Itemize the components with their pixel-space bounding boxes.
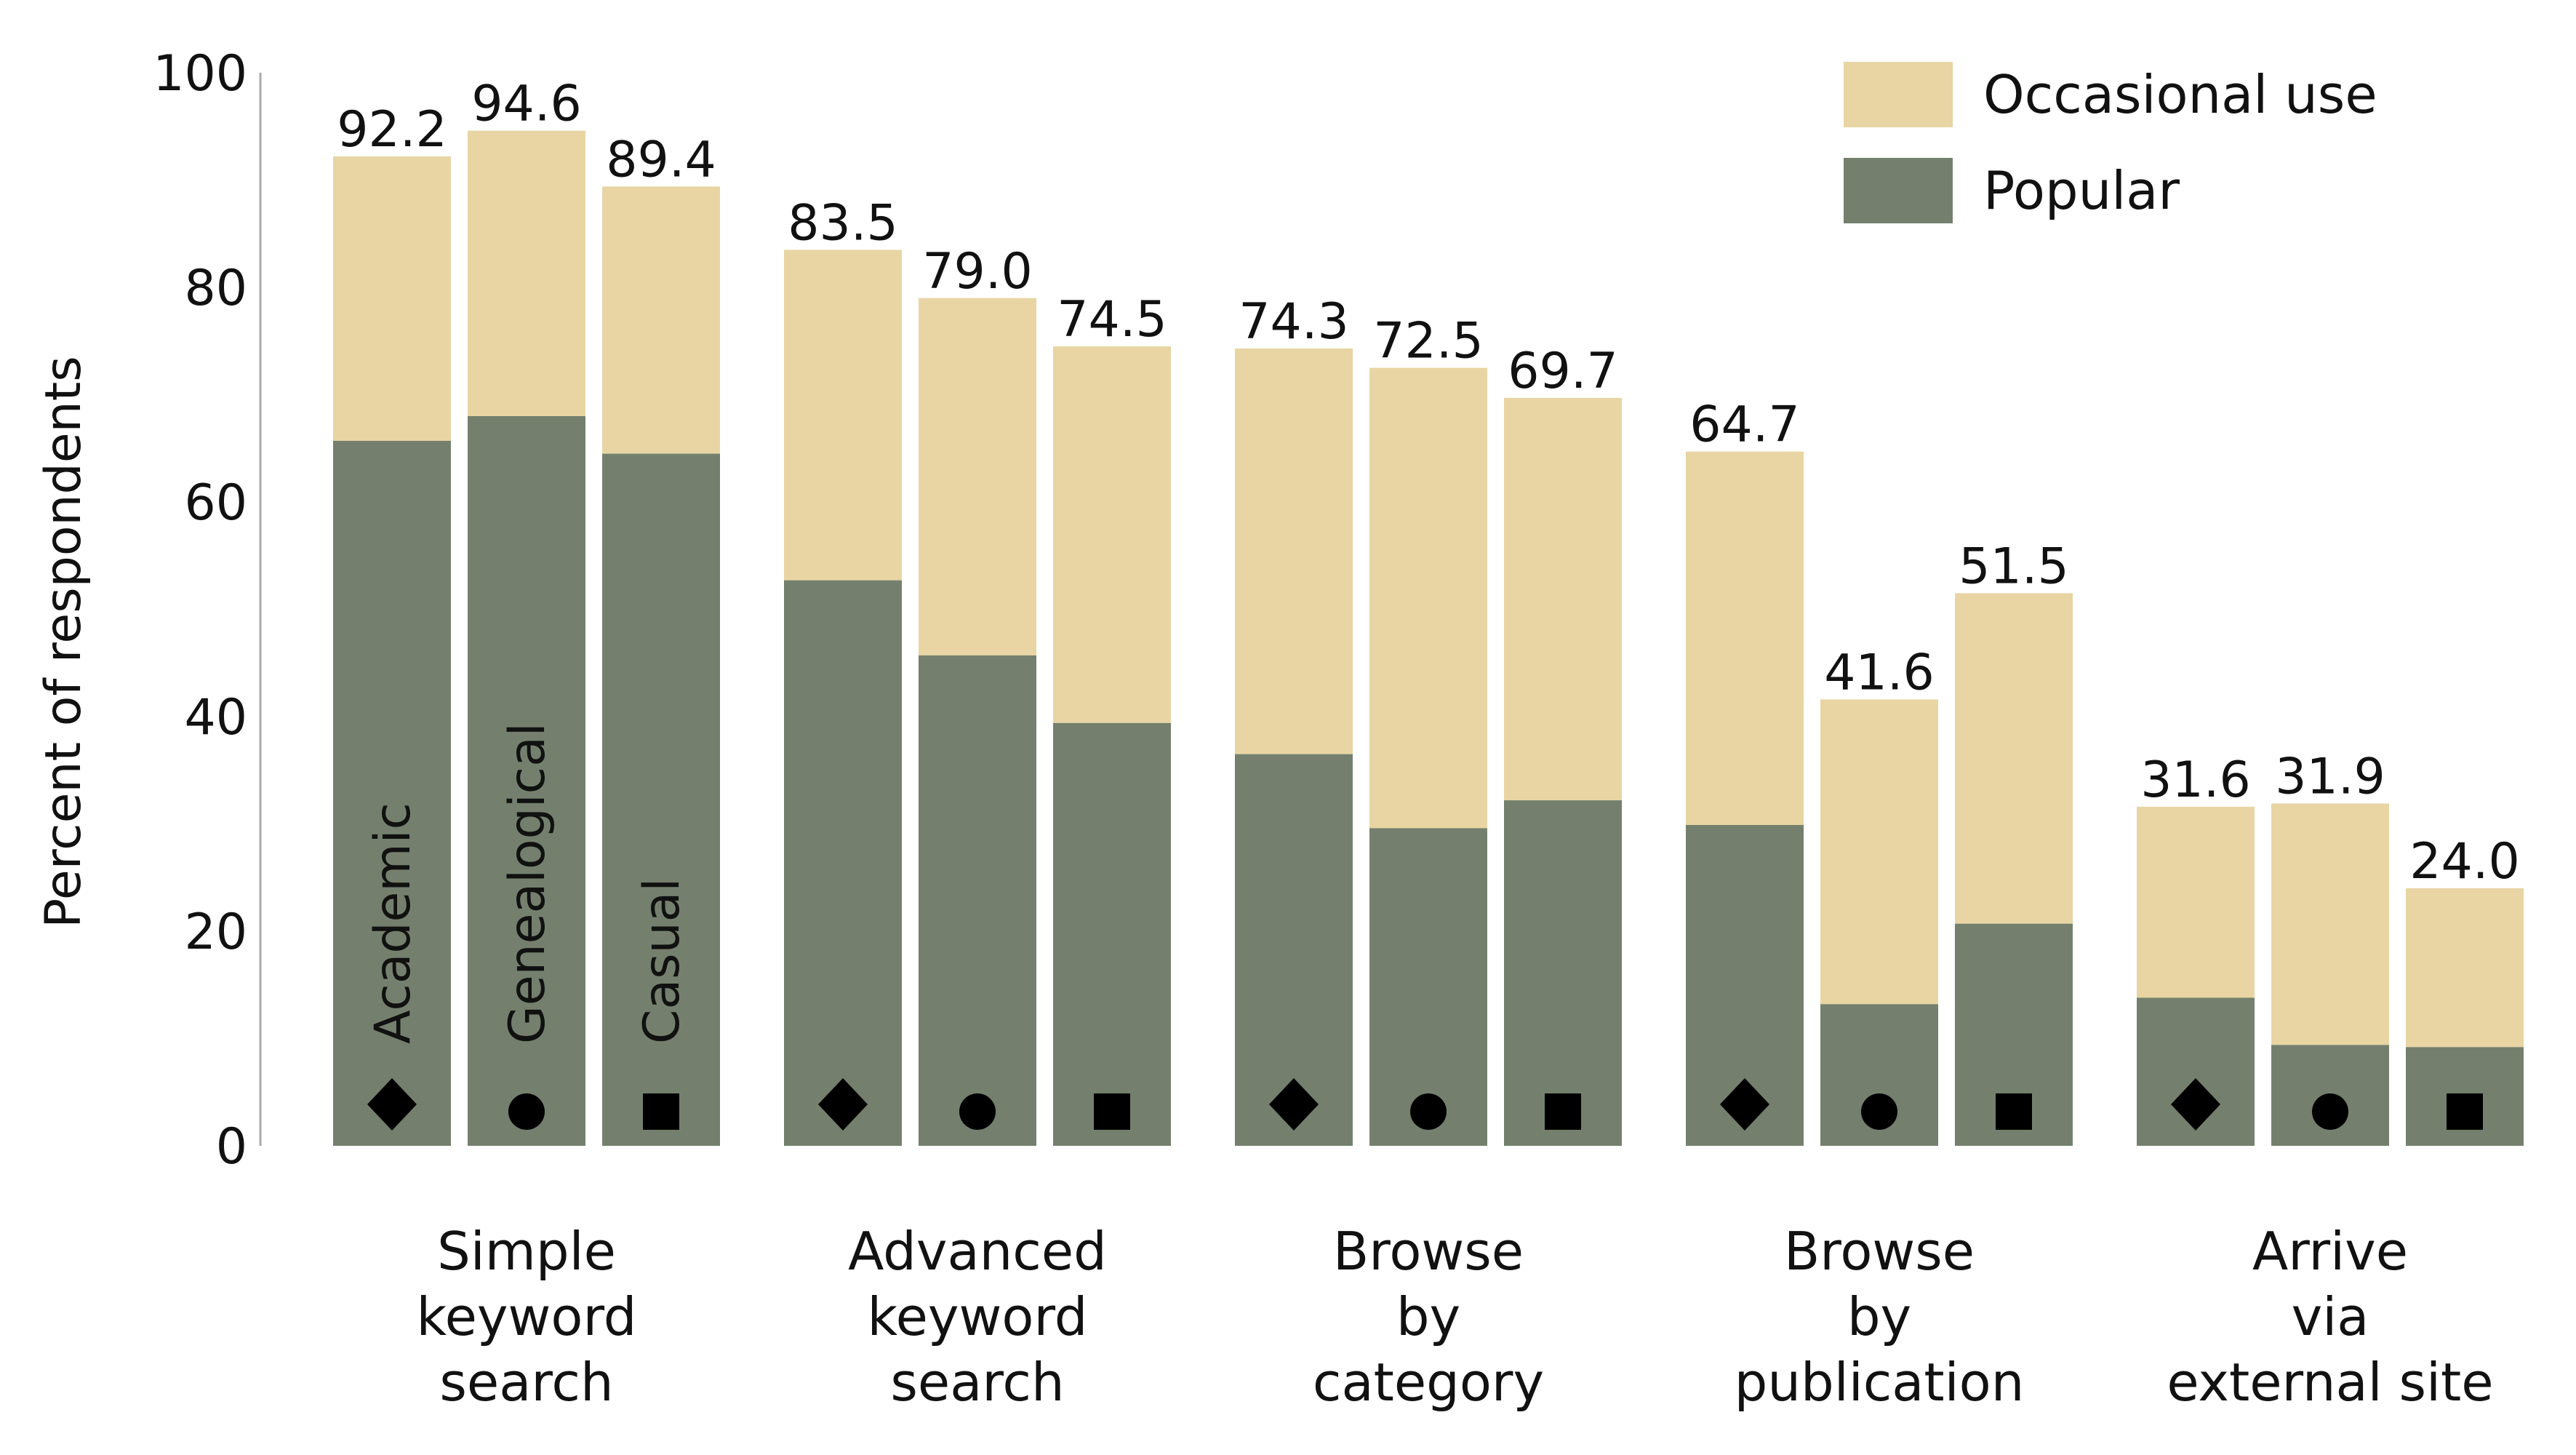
bar-occasional <box>1955 593 2073 924</box>
diamond-marker <box>2171 1078 2220 1131</box>
user-type-label: Genealogical <box>499 722 556 1044</box>
bar-occasional <box>1686 451 1804 825</box>
y-tick-label: 0 <box>216 1118 247 1176</box>
category-label-line: search <box>890 1352 1064 1413</box>
legend-label: Popular <box>1983 160 2180 221</box>
category-label-line: category <box>1313 1352 1544 1413</box>
diamond-marker <box>367 1078 417 1131</box>
bar-group <box>2137 803 2524 1146</box>
y-axis: 0 20 40 60 80 100 Percent of respondents <box>35 45 262 1176</box>
category-label-line: publication <box>1735 1352 2025 1413</box>
category-label-line: by <box>1847 1286 1911 1347</box>
category-label-line: Browse <box>1784 1221 1975 1282</box>
category-label-line: via <box>2292 1286 2369 1347</box>
bar-value-label: 92.2 <box>337 101 447 159</box>
y-tick-label: 20 <box>184 904 247 961</box>
category-label-line: keyword <box>416 1286 636 1347</box>
bar-occasional <box>784 250 902 581</box>
diamond-marker <box>1720 1078 1769 1131</box>
bar-occasional <box>602 186 720 454</box>
bar-value-label: 31.9 <box>2275 748 2385 805</box>
legend-label: Occasional use <box>1983 64 2377 125</box>
bar-value-label: 74.3 <box>1239 293 1348 351</box>
bar-popular <box>1053 722 1171 1146</box>
y-axis-title: Percent of respondents <box>35 356 92 928</box>
category-label-line: Browse <box>1333 1221 1524 1282</box>
bar-value-label: 69.7 <box>1508 343 1617 400</box>
category-label-line: by <box>1396 1286 1460 1347</box>
bar-value-label: 94.6 <box>471 76 581 133</box>
bar-popular <box>784 580 902 1146</box>
bar-group <box>1686 451 2073 1146</box>
category-label-line: search <box>439 1352 613 1413</box>
legend: Occasional use Popular <box>1844 62 2377 223</box>
bar-value-label: 31.6 <box>2140 752 2250 809</box>
category-label: Browse by publication <box>1735 1221 2025 1413</box>
circle-marker <box>508 1093 545 1130</box>
bar-value-label: 74.5 <box>1057 291 1167 348</box>
bars <box>333 130 2524 1146</box>
category-label-line: Arrive <box>2252 1221 2408 1282</box>
bar-occasional <box>1053 346 1171 723</box>
category-label-line: Advanced <box>848 1221 1107 1282</box>
category-label: Advanced keyword search <box>848 1221 1107 1413</box>
bar-popular <box>1369 828 1487 1146</box>
bar-popular <box>333 440 451 1146</box>
bar-value-label: 64.7 <box>1689 396 1799 454</box>
category-label: Browse by category <box>1313 1221 1544 1413</box>
bar-occasional <box>1504 397 1622 801</box>
bar-value-label: 79.0 <box>922 243 1032 300</box>
bar-occasional <box>468 130 585 416</box>
bar-value-label: 41.6 <box>1824 644 1934 701</box>
bar-group <box>784 250 1171 1146</box>
bar-occasional <box>2406 888 2524 1048</box>
category-label-line: external site <box>2167 1352 2493 1413</box>
legend-swatch <box>1844 158 1953 223</box>
user-type-label: Academic <box>364 802 422 1044</box>
bar-value-label: 89.4 <box>606 131 716 188</box>
bar-value-label: 72.5 <box>1373 313 1483 370</box>
bar-occasional <box>2271 803 2389 1045</box>
bar-popular <box>602 453 720 1146</box>
y-tick-label: 100 <box>153 45 247 103</box>
bar-value-label: 51.5 <box>1959 538 2068 595</box>
diamond-marker <box>818 1078 868 1131</box>
square-marker <box>1996 1093 2032 1130</box>
bar-value-label: 83.5 <box>788 194 897 252</box>
circle-marker <box>1861 1093 1897 1130</box>
bar-occasional <box>1369 367 1487 829</box>
y-tick-label: 60 <box>184 474 247 532</box>
circle-marker <box>1410 1093 1447 1130</box>
y-tick-label: 80 <box>184 260 247 317</box>
category-label-line: keyword <box>867 1286 1087 1347</box>
category-label-line: Simple <box>437 1221 616 1282</box>
square-marker <box>643 1093 679 1130</box>
circle-marker <box>2312 1093 2348 1130</box>
square-marker <box>1094 1093 1130 1130</box>
category-label: Simple keyword search <box>416 1221 636 1413</box>
bar-occasional <box>1235 348 1353 754</box>
bar-occasional <box>2137 806 2255 998</box>
bar-popular <box>919 655 1036 1146</box>
user-type-label: Casual <box>633 878 691 1044</box>
bar-group <box>1235 348 1622 1146</box>
square-marker <box>2447 1093 2483 1130</box>
bar-occasional <box>919 298 1036 655</box>
bar-occasional <box>1820 699 1938 1005</box>
circle-marker <box>959 1093 996 1130</box>
diamond-marker <box>1269 1078 1319 1131</box>
y-tick-label: 40 <box>184 689 247 746</box>
category-label: Arrive via external site <box>2167 1221 2493 1413</box>
bar-popular <box>1504 800 1622 1146</box>
square-marker <box>1545 1093 1581 1130</box>
bar-occasional <box>333 156 451 441</box>
bar-group <box>333 130 720 1146</box>
bar-value-label: 24.0 <box>2409 833 2519 890</box>
bar-popular <box>468 416 585 1146</box>
legend-swatch <box>1844 62 1953 127</box>
